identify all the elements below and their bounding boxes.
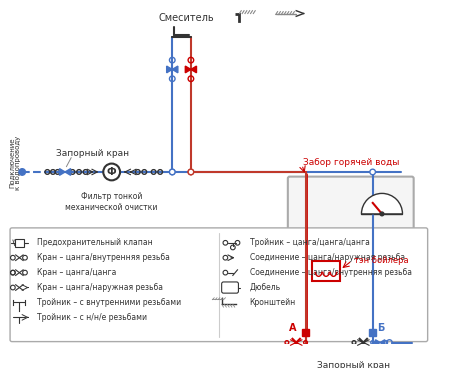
Text: Подключение
к водопроводу: Подключение к водопроводу — [8, 135, 21, 190]
Text: Тройник – с н/н/е резьбами: Тройник – с н/н/е резьбами — [37, 313, 147, 322]
Polygon shape — [375, 340, 380, 345]
Polygon shape — [380, 340, 385, 345]
Polygon shape — [166, 66, 172, 73]
Text: Тройник – с внутренними резьбами: Тройник – с внутренними резьбами — [37, 298, 181, 307]
Bar — [369, 329, 376, 336]
FancyBboxPatch shape — [10, 228, 427, 342]
FancyBboxPatch shape — [288, 177, 414, 335]
Circle shape — [104, 163, 120, 180]
Polygon shape — [172, 66, 178, 73]
Circle shape — [380, 212, 384, 216]
Bar — [302, 329, 309, 336]
Text: тэн бойлера: тэн бойлера — [354, 256, 409, 265]
Polygon shape — [191, 66, 197, 73]
FancyBboxPatch shape — [222, 282, 238, 293]
Text: Забор горячей воды: Забор горячей воды — [303, 158, 399, 167]
Polygon shape — [185, 66, 191, 73]
Text: Б: Б — [377, 323, 385, 333]
Circle shape — [19, 169, 26, 175]
Circle shape — [170, 169, 175, 175]
Bar — [15, 239, 24, 247]
Text: Запорный кран: Запорный кран — [317, 361, 390, 368]
Text: Ф: Ф — [107, 167, 117, 177]
Text: Тройник – цанга/цанга/цанга: Тройник – цанга/цанга/цанга — [250, 238, 369, 247]
Text: Дюбель: Дюбель — [250, 283, 281, 292]
Wedge shape — [361, 194, 402, 214]
Text: Соединение – цанга/наружная резьба: Соединение – цанга/наружная резьба — [250, 253, 405, 262]
Polygon shape — [65, 169, 71, 175]
Text: Смеситель: Смеситель — [158, 13, 214, 23]
Bar — [369, 350, 376, 359]
Text: Кран – цанга/цанга: Кран – цанга/цанга — [37, 268, 117, 277]
Text: Кронштейн: Кронштейн — [250, 298, 296, 307]
Circle shape — [188, 169, 194, 175]
Text: Запорный кран: Запорный кран — [56, 149, 129, 158]
Polygon shape — [59, 169, 65, 175]
Text: Фильтр тонкой
механической очистки: Фильтр тонкой механической очистки — [66, 192, 158, 212]
Circle shape — [370, 169, 375, 175]
Bar — [312, 261, 340, 281]
Text: А: А — [289, 323, 296, 333]
Text: Кран – цанга/внутренняя резьба: Кран – цанга/внутренняя резьба — [37, 253, 170, 262]
Text: Кран – цанга/наружная резьба: Кран – цанга/наружная резьба — [37, 283, 163, 292]
Text: Соединение – цанга/внутренняя резьба: Соединение – цанга/внутренняя резьба — [250, 268, 412, 277]
Text: Предохранительный клапан: Предохранительный клапан — [37, 238, 153, 247]
